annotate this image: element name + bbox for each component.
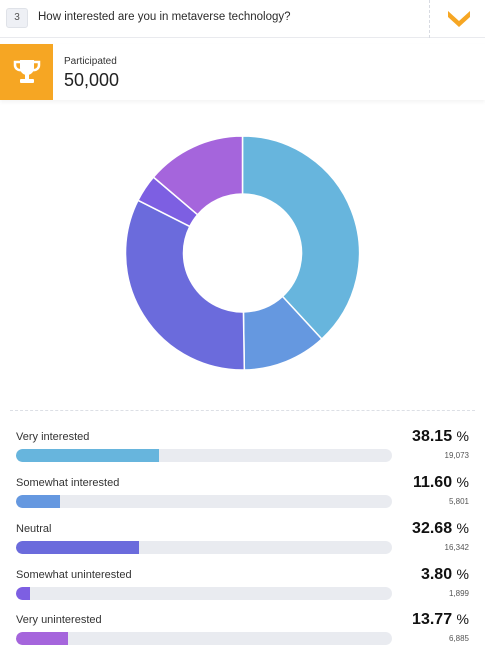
result-percent: 13.77 % <box>412 611 469 629</box>
result-count: 5,801 <box>448 497 469 506</box>
result-bar-track <box>16 587 392 600</box>
result-row: Very interested 38.15 % 19,073 <box>0 428 485 477</box>
result-bar-fill <box>16 449 160 462</box>
result-percent-value: 32.68 <box>412 520 453 537</box>
trophy-icon <box>13 60 41 83</box>
donut-chart <box>0 100 485 400</box>
collapse-toggle-button[interactable] <box>429 0 485 38</box>
chevron-down-icon <box>448 11 470 27</box>
result-row: Neutral 32.68 % 16,342 <box>0 520 485 569</box>
donut-slice-neutral <box>124 199 246 371</box>
result-bar-fill <box>16 495 60 508</box>
result-bar-track <box>16 495 392 508</box>
result-label: Somewhat interested <box>16 477 120 489</box>
participated-label: Participated <box>64 56 117 67</box>
result-percent: 3.80 % <box>421 566 469 584</box>
percent-symbol: % <box>456 520 469 536</box>
participated-card: Participated 50,000 <box>0 44 485 100</box>
result-percent: 11.60 % <box>413 474 469 492</box>
percent-symbol: % <box>456 474 469 490</box>
result-percent-value: 11.60 <box>412 474 453 491</box>
result-percent-value: 3.80 <box>420 566 453 583</box>
question-text: How interested are you in metaverse tech… <box>38 11 291 23</box>
result-label: Neutral <box>16 523 52 535</box>
result-label: Somewhat uninterested <box>16 569 132 581</box>
result-row: Somewhat uninterested 3.80 % 1,899 <box>0 566 485 615</box>
question-header: 3 How interested are you in metaverse te… <box>0 0 485 38</box>
percent-symbol: % <box>456 428 469 444</box>
result-row: Somewhat interested 11.60 % 5,801 <box>0 474 485 523</box>
participated-count: 50,000 <box>64 70 120 90</box>
result-percent-value: 38.15 <box>412 428 453 445</box>
result-count: 6,885 <box>448 634 469 643</box>
percent-symbol: % <box>456 611 469 627</box>
donut-chart-svg <box>124 135 361 371</box>
result-bar-fill <box>16 632 68 645</box>
result-bar-track <box>16 632 392 645</box>
percent-symbol: % <box>456 566 469 582</box>
result-count: 16,342 <box>444 543 469 552</box>
result-label: Very uninterested <box>16 614 102 626</box>
result-count: 19,073 <box>444 451 469 460</box>
result-label: Very interested <box>16 431 90 443</box>
donut-slice-very-interested <box>241 135 361 341</box>
result-bar-fill <box>16 587 31 600</box>
trophy-badge <box>0 44 53 100</box>
question-number: 3 <box>6 8 28 28</box>
result-count: 1,899 <box>448 589 469 598</box>
result-percent-value: 13.77 <box>412 611 453 628</box>
result-bar-track <box>16 541 392 554</box>
donut-slice-very-uninterested <box>152 135 244 216</box>
result-bar-track <box>16 449 392 462</box>
divider <box>10 410 475 411</box>
result-percent: 38.15 % <box>412 428 469 446</box>
result-bar-fill <box>16 541 139 554</box>
result-row: Very uninterested 13.77 % 6,885 <box>0 611 485 655</box>
result-percent: 32.68 % <box>412 520 469 538</box>
